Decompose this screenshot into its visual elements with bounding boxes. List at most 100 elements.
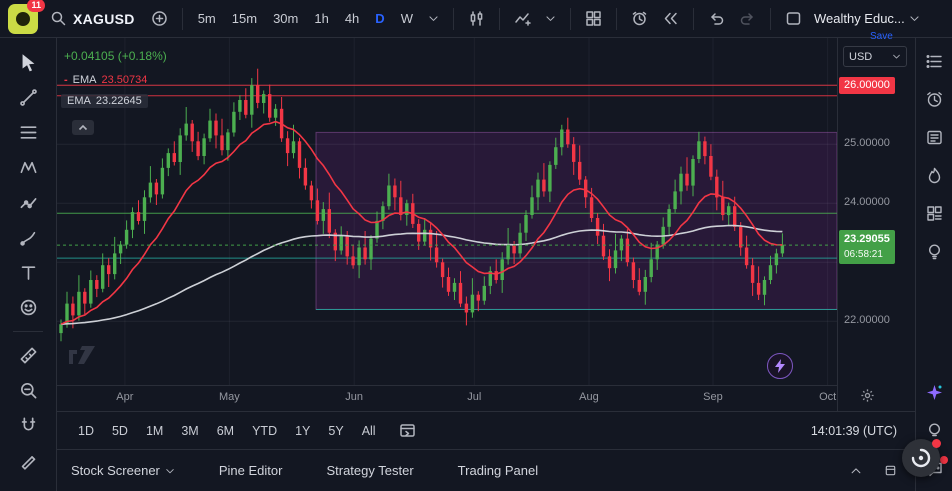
xabcd-pattern-tool[interactable] [9,151,47,184]
range-1d[interactable]: 1D [71,421,101,441]
redo-button[interactable] [735,6,760,31]
range-5d[interactable]: 5D [105,421,135,441]
tab-strategy-tester[interactable]: Strategy Tester [326,463,435,478]
time-axis-label: Apr [116,391,134,403]
text-tool[interactable] [9,256,47,289]
add-symbol-button[interactable] [147,6,172,31]
tab-label: Trading Panel [457,463,539,478]
emoji-tool[interactable] [9,291,47,324]
tradingview-watermark-icon [67,342,97,371]
maximize-panel-button[interactable] [880,460,901,481]
ema-slow-label: EMA [67,95,91,107]
time-axis-label: Oct [819,391,837,403]
symbol-search[interactable]: XAGUSD [44,5,141,33]
range-5y[interactable]: 5Y [321,421,350,441]
magnet-icon [21,417,35,431]
toolbar-separator [769,7,771,30]
top-toolbar: 11 XAGUSD 5m 15m 30m 1h 4h D W [0,0,952,42]
fib-retracement-tool[interactable] [9,116,47,149]
cursor-tool[interactable] [9,46,47,79]
tab-stock-screener[interactable]: Stock Screener [71,463,197,478]
timeframe-1w[interactable]: W [396,9,418,28]
ruler-tool[interactable] [9,339,47,372]
range-ytd[interactable]: YTD [245,421,284,441]
bar-replay-button[interactable] [658,6,683,31]
prediction-tool[interactable] [9,186,47,219]
price-label-24: 24.00000 [844,196,890,208]
time-axis-label: Jun [345,391,364,403]
open-panel-button[interactable] [846,461,866,481]
alert-button[interactable] [627,6,652,31]
tradingview-logo[interactable]: 11 [8,0,45,34]
currency-selector[interactable]: USD [843,46,907,67]
notification-badge: 11 [27,0,45,12]
range-1m[interactable]: 1M [139,421,170,441]
current-price-value: 23.29055 [844,233,890,245]
news-button[interactable] [925,128,944,150]
ema-slow-legend[interactable]: EMA 23.22645 [61,94,148,108]
save-link[interactable]: Save [869,31,893,42]
help-button[interactable] [925,421,944,443]
chart-panel: +0.04105 (+0.18%) - EMA 23.50734 EMA 23.… [57,38,915,491]
chart-style-button[interactable] [464,6,489,31]
chart-row: +0.04105 (+0.18%) - EMA 23.50734 EMA 23.… [57,38,915,411]
utc-clock[interactable]: 14:01:39 (UTC) [810,423,897,438]
tab-pine-editor[interactable]: Pine Editor [219,463,305,478]
multichart-layout-button[interactable] [581,6,606,31]
go-to-date-icon [399,424,415,437]
go-to-date-button[interactable] [395,418,420,443]
trend-line-tool[interactable] [9,81,47,114]
timeframe-4h[interactable]: 4h [340,9,364,28]
news-icon [926,130,942,145]
chart-style-candles-icon [470,11,483,26]
workspace: +0.04105 (+0.18%) - EMA 23.50734 EMA 23.… [0,38,952,491]
price-label-25: 25.00000 [844,137,890,149]
range-3m[interactable]: 3M [174,421,205,441]
collapse-legend-button[interactable] [72,120,94,135]
zoom-tool[interactable] [9,374,47,407]
draw-tool[interactable] [9,444,47,477]
undo-button[interactable] [704,6,729,31]
fib-retracement-icon [20,126,36,139]
timeframe-1h[interactable]: 1h [309,9,333,28]
chart-plot[interactable]: +0.04105 (+0.18%) - EMA 23.50734 EMA 23.… [57,38,837,385]
timeframe-15m[interactable]: 15m [227,9,262,28]
data-window-button[interactable] [925,204,944,226]
range-6m[interactable]: 6M [210,421,241,441]
watchlist-button[interactable] [925,52,944,74]
magnet-tool[interactable] [9,409,47,442]
ai-sparkle-button[interactable] [925,383,944,405]
timeframe-5m[interactable]: 5m [193,9,221,28]
hotlists-button[interactable] [925,166,944,188]
layout-account-menu[interactable]: Wealthy Educ... Save [814,11,920,42]
price-axis[interactable]: USD 26.00000 25.00000 24.00000 23.29055 … [837,38,915,411]
brush-tool[interactable] [9,221,47,254]
time-axis[interactable]: Apr May Jun Jul Aug Sep Oct [57,385,837,411]
save-layout-button[interactable] [781,6,806,31]
timeframe-30m[interactable]: 30m [268,9,303,28]
currency-label: USD [849,50,873,63]
ideas-button[interactable] [925,242,944,264]
floating-extension-button[interactable] [902,439,941,477]
indicators-menu-button[interactable] [541,9,560,28]
symbol-change-text: +0.04105 (+0.18%) [64,49,167,63]
chart-area[interactable]: +0.04105 (+0.18%) - EMA 23.50734 EMA 23.… [57,38,837,411]
range-1y[interactable]: 1Y [288,421,317,441]
timeframe-1d-active[interactable]: D [370,9,389,28]
indicators-icon [515,13,531,26]
chevron-down-icon [166,468,174,473]
axis-settings-button[interactable] [860,388,875,406]
price-label-high: 26.00000 [839,77,895,94]
ema-fast-legend[interactable]: - EMA 23.50734 [64,74,147,86]
ai-sparkle-icon [926,385,942,400]
candlestick-chart[interactable] [57,38,837,385]
right-toolbar [915,38,952,491]
tab-trading-panel[interactable]: Trading Panel [458,463,560,478]
range-all[interactable]: All [355,421,383,441]
timeframe-menu-button[interactable] [424,9,443,28]
alerts-icon [926,92,942,107]
alerts-button[interactable] [925,90,944,112]
indicators-button[interactable] [510,6,535,31]
flash-button[interactable] [767,353,793,379]
